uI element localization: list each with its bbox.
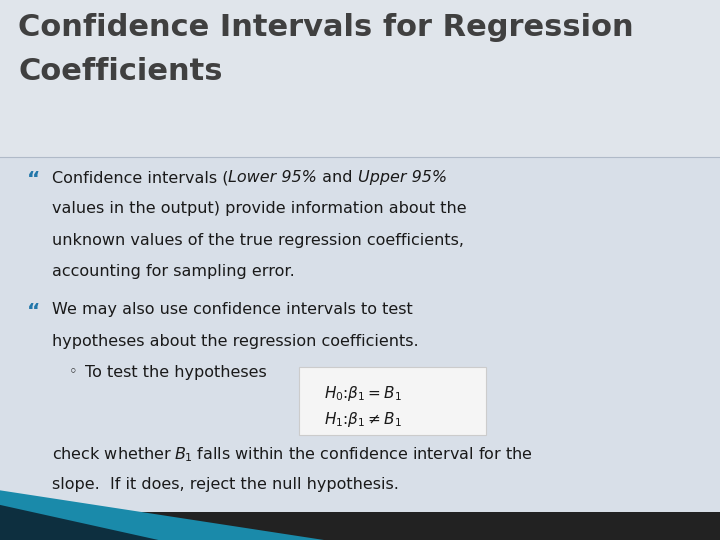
Text: Coefficients: Coefficients bbox=[18, 57, 222, 86]
Text: “: “ bbox=[27, 170, 41, 189]
Polygon shape bbox=[0, 490, 324, 540]
Text: To test the hypotheses: To test the hypotheses bbox=[85, 364, 266, 380]
Text: check whether $B_{\!1}$ falls within the confidence interval for the: check whether $B_{\!1}$ falls within the… bbox=[52, 446, 533, 464]
Text: $H_1\colon \beta_1 \neq B_1$: $H_1\colon \beta_1 \neq B_1$ bbox=[324, 410, 402, 429]
Polygon shape bbox=[0, 505, 158, 540]
Text: ◦: ◦ bbox=[68, 364, 77, 380]
FancyBboxPatch shape bbox=[299, 367, 486, 435]
Text: accounting for sampling error.: accounting for sampling error. bbox=[52, 264, 294, 279]
Text: We may also use confidence intervals to test: We may also use confidence intervals to … bbox=[52, 302, 413, 318]
Text: “: “ bbox=[27, 302, 41, 321]
Bar bbox=[0, 512, 720, 540]
Text: Lower 95%: Lower 95% bbox=[228, 170, 318, 185]
Text: Confidence intervals (: Confidence intervals ( bbox=[52, 170, 228, 185]
Text: unknown values of the true regression coefficients,: unknown values of the true regression co… bbox=[52, 233, 464, 248]
Text: Confidence Intervals for Regression: Confidence Intervals for Regression bbox=[18, 14, 634, 43]
Text: hypotheses about the regression coefficients.: hypotheses about the regression coeffici… bbox=[52, 334, 418, 349]
FancyBboxPatch shape bbox=[0, 0, 720, 157]
Text: values in the output) provide information about the: values in the output) provide informatio… bbox=[52, 201, 467, 217]
Text: slope.  If it does, reject the null hypothesis.: slope. If it does, reject the null hypot… bbox=[52, 477, 399, 492]
Text: and: and bbox=[318, 170, 358, 185]
Text: Upper 95%: Upper 95% bbox=[358, 170, 447, 185]
Text: $H_0\colon \beta_1 = B_1$: $H_0\colon \beta_1 = B_1$ bbox=[324, 384, 402, 403]
